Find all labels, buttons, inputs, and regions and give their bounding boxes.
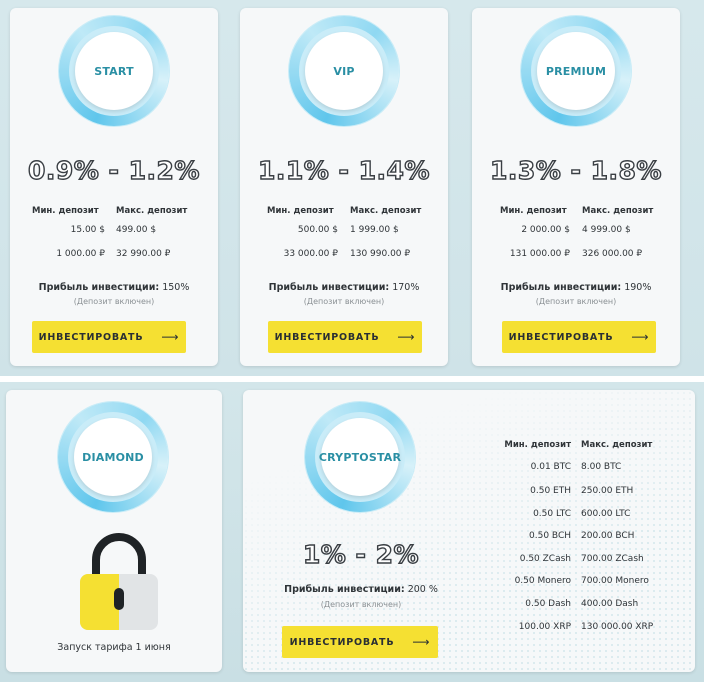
min-deposit-rub: 131 000.00 ₽ [509,249,570,259]
plan-name: DIAMOND [82,450,144,464]
max-deposit-rub: 326 000.00 ₽ [582,249,643,259]
max-deposit-usd: 499.00 $ [116,225,157,235]
max-deposit-header: Макс. депозит [582,206,654,216]
plan-name: VIP [333,64,355,78]
profit-value: 200 % [407,584,438,595]
plan-badge-ring: PREMIUM [521,16,631,126]
max-deposit-eth: 250.00 ETH [581,486,634,496]
invest-button[interactable]: ИНВЕСТИРОВАТЬ ⟶ [32,321,186,353]
max-deposit-header: Макс. депозит [581,440,653,450]
profit-value: 170% [392,282,420,293]
plan-rate: 1.1% - 1.4% [257,155,430,185]
min-deposit-rub: 1 000.00 ₽ [56,249,105,259]
deposit-included-note: (Депозит включен) [320,600,402,609]
arrow-right-icon: ⟶ [412,635,431,649]
max-deposit-usd: 4 999.00 $ [582,225,631,235]
launch-date-text: Запуск тарифа 1 июня [57,642,171,653]
profit-value: 150% [162,282,190,293]
max-deposit-header: Макс. депозит [350,206,422,216]
plan-name: PREMIUM [545,64,607,78]
max-deposit-rub: 32 990.00 ₽ [116,249,171,259]
plan-badge-ring: DIAMOND [58,402,168,512]
plan-badge-ring: CRYPTOSTAR [305,402,415,512]
profit-value: 190% [624,282,652,293]
min-deposit-header: Мин. депозит [500,206,567,216]
arrow-right-icon: ⟶ [631,330,650,344]
plan-rate: 0.9% - 1.2% [27,155,200,185]
min-deposit-eth: 0.50 ETH [530,486,571,496]
profit-label: Прибыль инвестиции: [268,282,390,293]
plan-name: CRYPTOSTAR [318,450,402,464]
arrow-right-icon: ⟶ [397,330,416,344]
plan-card-cryptostar: CRYPTOSTAR 1% - 2% Прибыль инвестиции: 2… [243,390,695,672]
max-deposit-bch: 200.00 BCH [581,531,635,541]
plan-name: START [94,64,134,78]
plan-card-start: START 0.9% - 1.2% Мин. депозит Макс. деп… [10,8,218,366]
crypto-deposit-table: Мин. депозит Макс. депозит 0.01 BTC 8.00… [243,390,695,672]
max-deposit-rub: 130 990.00 ₽ [350,249,411,259]
min-deposit-ltc: 0.50 LTC [533,509,571,519]
plan-rate: 1.3% - 1.8% [489,155,662,185]
invest-button[interactable]: ИНВЕСТИРОВАТЬ ⟶ [282,626,438,658]
min-deposit-dash: 0.50 Dash [525,599,571,609]
max-deposit-header: Макс. депозит [116,206,188,216]
invest-button-label: ИНВЕСТИРОВАТЬ [508,331,614,343]
deposit-included-note: (Депозит включен) [73,297,155,306]
invest-button-label: ИНВЕСТИРОВАТЬ [289,636,395,648]
profit-line: Прибыль инвестиции: 200 % [243,584,479,595]
min-deposit-monero: 0.50 Monero [514,576,571,586]
padlock-icon [80,533,158,630]
plan-badge-ring: VIP [289,16,399,126]
min-deposit-usd: 500.00 $ [297,225,338,235]
min-deposit-header: Мин. депозит [32,206,99,216]
min-deposit-xrp: 100.00 XRP [518,622,571,632]
profit-line: Прибыль инвестиции: 150% [10,282,218,293]
plan-card-vip: VIP 1.1% - 1.4% Мин. депозит Макс. депоз… [240,8,448,366]
invest-button[interactable]: ИНВЕСТИРОВАТЬ ⟶ [268,321,422,353]
min-deposit-rub: 33 000.00 ₽ [283,249,338,259]
plan-rate: 1% - 2% [302,539,420,569]
min-deposit-usd: 2 000.00 $ [521,225,570,235]
max-deposit-usd: 1 999.00 $ [350,225,399,235]
profit-line: Прибыль инвестиции: 190% [472,282,680,293]
plan-badge-ring: START [59,16,169,126]
max-deposit-monero: 700.00 Monero [581,576,649,586]
arrow-right-icon: ⟶ [161,330,180,344]
min-deposit-zcash: 0.50 ZCash [519,554,571,564]
plan-card-diamond: DIAMOND Запуск тарифа 1 июня [6,390,222,672]
invest-button-label: ИНВЕСТИРОВАТЬ [274,331,380,343]
profit-label: Прибыль инвестиции: [38,282,160,293]
min-deposit-bch: 0.50 BCH [529,531,571,541]
max-deposit-zcash: 700.00 ZCash [581,554,644,564]
min-deposit-header: Мин. депозит [267,206,334,216]
deposit-included-note: (Депозит включен) [535,297,617,306]
min-deposit-header: Мин. депозит [504,440,571,450]
max-deposit-dash: 400.00 Dash [581,599,639,609]
profit-label: Прибыль инвестиции: [284,584,405,595]
deposit-included-note: (Депозит включен) [303,297,385,306]
min-deposit-btc: 0.01 BTC [530,462,571,472]
max-deposit-ltc: 600.00 LTC [581,509,631,519]
invest-button[interactable]: ИНВЕСТИРОВАТЬ ⟶ [502,321,656,353]
min-deposit-usd: 15.00 $ [70,225,105,235]
profit-line: Прибыль инвестиции: 170% [240,282,448,293]
max-deposit-xrp: 130 000.00 XRP [581,622,654,632]
invest-button-label: ИНВЕСТИРОВАТЬ [38,331,144,343]
profit-label: Прибыль инвестиции: [500,282,622,293]
max-deposit-btc: 8.00 BTC [581,462,622,472]
plan-card-premium: PREMIUM 1.3% - 1.8% Мин. депозит Макс. д… [472,8,680,366]
